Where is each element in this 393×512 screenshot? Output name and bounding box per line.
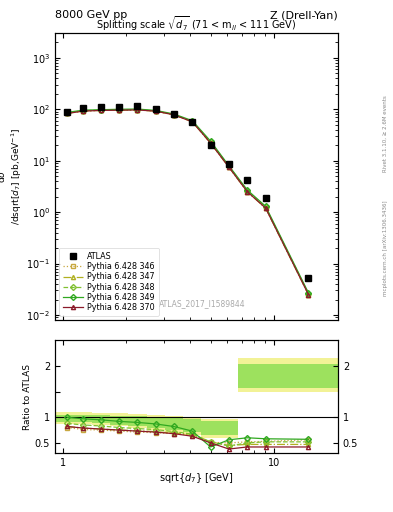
ATLAS bbox=[171, 111, 176, 117]
Pythia 6.428 349 bbox=[190, 118, 195, 124]
Pythia 6.428 370 bbox=[263, 205, 268, 211]
Pythia 6.428 347 bbox=[208, 140, 213, 146]
Pythia 6.428 347 bbox=[135, 107, 140, 113]
ATLAS bbox=[226, 161, 231, 167]
Text: Z (Drell-Yan): Z (Drell-Yan) bbox=[270, 10, 338, 20]
Pythia 6.428 370 bbox=[81, 108, 86, 114]
Pythia 6.428 347 bbox=[263, 205, 268, 211]
Line: Pythia 6.428 348: Pythia 6.428 348 bbox=[65, 108, 310, 296]
Pythia 6.428 370 bbox=[245, 188, 250, 195]
Y-axis label: d$\sigma$
/dsqrt[$d_{7}$] [pb,GeV$^{-1}$]: d$\sigma$ /dsqrt[$d_{7}$] [pb,GeV$^{-1}$… bbox=[0, 128, 24, 225]
Pythia 6.428 346 bbox=[245, 188, 250, 195]
Pythia 6.428 348 bbox=[135, 106, 140, 113]
Pythia 6.428 347 bbox=[171, 112, 176, 118]
Pythia 6.428 346 bbox=[226, 164, 231, 170]
Pythia 6.428 346 bbox=[99, 108, 103, 114]
Pythia 6.428 348 bbox=[171, 112, 176, 118]
Pythia 6.428 349 bbox=[171, 111, 176, 117]
Pythia 6.428 347 bbox=[117, 107, 121, 113]
Pythia 6.428 346 bbox=[153, 108, 158, 114]
Pythia 6.428 346 bbox=[65, 111, 70, 117]
Pythia 6.428 347 bbox=[65, 111, 70, 117]
ATLAS bbox=[65, 109, 70, 115]
ATLAS bbox=[153, 106, 158, 112]
Pythia 6.428 346 bbox=[190, 119, 195, 125]
Pythia 6.428 370 bbox=[306, 291, 311, 297]
Pythia 6.428 346 bbox=[81, 108, 86, 114]
Legend: ATLAS, Pythia 6.428 346, Pythia 6.428 347, Pythia 6.428 348, Pythia 6.428 349, P: ATLAS, Pythia 6.428 346, Pythia 6.428 34… bbox=[59, 248, 159, 316]
ATLAS bbox=[190, 119, 195, 125]
Pythia 6.428 346 bbox=[263, 205, 268, 211]
Pythia 6.428 370 bbox=[190, 119, 195, 125]
Pythia 6.428 349 bbox=[263, 203, 268, 209]
ATLAS bbox=[135, 103, 140, 109]
Line: Pythia 6.428 370: Pythia 6.428 370 bbox=[65, 108, 310, 296]
Pythia 6.428 348 bbox=[245, 188, 250, 194]
Pythia 6.428 348 bbox=[153, 108, 158, 114]
Pythia 6.428 349 bbox=[226, 163, 231, 169]
Text: 8000 GeV pp: 8000 GeV pp bbox=[55, 10, 127, 20]
Pythia 6.428 349 bbox=[135, 106, 140, 112]
Line: Pythia 6.428 346: Pythia 6.428 346 bbox=[65, 108, 310, 296]
Pythia 6.428 370 bbox=[65, 111, 70, 117]
Pythia 6.428 348 bbox=[306, 291, 311, 297]
Pythia 6.428 347 bbox=[99, 108, 103, 114]
Pythia 6.428 348 bbox=[65, 110, 70, 116]
Pythia 6.428 347 bbox=[190, 119, 195, 125]
Pythia 6.428 370 bbox=[117, 107, 121, 113]
ATLAS bbox=[208, 142, 213, 148]
Y-axis label: Ratio to ATLAS: Ratio to ATLAS bbox=[23, 364, 32, 430]
Text: mcplots.cern.ch [arXiv:1306.3436]: mcplots.cern.ch [arXiv:1306.3436] bbox=[383, 201, 388, 296]
ATLAS bbox=[245, 177, 250, 183]
Pythia 6.428 349 bbox=[153, 108, 158, 114]
Text: Rivet 3.1.10, ≥ 2.6M events: Rivet 3.1.10, ≥ 2.6M events bbox=[383, 95, 388, 172]
Pythia 6.428 370 bbox=[153, 108, 158, 114]
Pythia 6.428 347 bbox=[81, 108, 86, 114]
Pythia 6.428 346 bbox=[306, 291, 311, 297]
Pythia 6.428 348 bbox=[117, 107, 121, 113]
Pythia 6.428 347 bbox=[153, 108, 158, 114]
Pythia 6.428 348 bbox=[226, 163, 231, 169]
Pythia 6.428 347 bbox=[306, 291, 311, 297]
Pythia 6.428 348 bbox=[99, 107, 103, 113]
Pythia 6.428 348 bbox=[208, 139, 213, 145]
Pythia 6.428 348 bbox=[81, 108, 86, 114]
ATLAS bbox=[306, 275, 311, 281]
ATLAS bbox=[99, 103, 103, 110]
Pythia 6.428 349 bbox=[117, 106, 121, 112]
Pythia 6.428 349 bbox=[65, 109, 70, 115]
Pythia 6.428 370 bbox=[171, 112, 176, 118]
ATLAS bbox=[263, 195, 268, 201]
Pythia 6.428 349 bbox=[99, 106, 103, 113]
ATLAS bbox=[117, 103, 121, 110]
Pythia 6.428 349 bbox=[81, 107, 86, 113]
Pythia 6.428 348 bbox=[263, 204, 268, 210]
Title: Splitting scale $\sqrt{d_7}$ (71 < m$_{ll}$ < 111 GeV): Splitting scale $\sqrt{d_7}$ (71 < m$_{l… bbox=[96, 14, 297, 33]
ATLAS bbox=[81, 104, 86, 111]
Pythia 6.428 346 bbox=[135, 107, 140, 113]
Pythia 6.428 370 bbox=[99, 108, 103, 114]
Line: Pythia 6.428 347: Pythia 6.428 347 bbox=[65, 108, 310, 296]
Line: Pythia 6.428 349: Pythia 6.428 349 bbox=[65, 107, 310, 295]
Pythia 6.428 348 bbox=[190, 118, 195, 124]
Pythia 6.428 370 bbox=[226, 164, 231, 170]
X-axis label: sqrt{$d_7$} [GeV]: sqrt{$d_7$} [GeV] bbox=[159, 471, 234, 485]
Pythia 6.428 347 bbox=[226, 164, 231, 170]
Line: ATLAS: ATLAS bbox=[64, 103, 312, 281]
Pythia 6.428 349 bbox=[208, 138, 213, 144]
Pythia 6.428 370 bbox=[208, 140, 213, 146]
Pythia 6.428 346 bbox=[171, 112, 176, 118]
Pythia 6.428 349 bbox=[306, 290, 311, 296]
Pythia 6.428 346 bbox=[117, 107, 121, 113]
Text: ATLAS_2017_I1589844: ATLAS_2017_I1589844 bbox=[159, 300, 246, 309]
Pythia 6.428 349 bbox=[245, 187, 250, 193]
Pythia 6.428 346 bbox=[208, 140, 213, 146]
Pythia 6.428 370 bbox=[135, 107, 140, 113]
Pythia 6.428 347 bbox=[245, 188, 250, 195]
